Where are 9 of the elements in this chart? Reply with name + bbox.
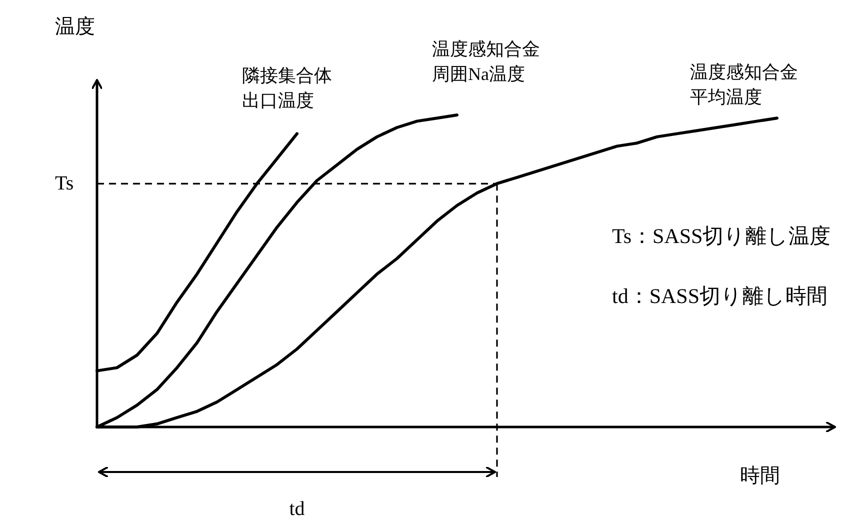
x-axis-title: 時間 xyxy=(740,465,780,487)
ref-line-label: Ts xyxy=(55,172,74,195)
series-label: 温度感知合金周囲Na温度 xyxy=(432,39,540,84)
annotation: Ts：SASS切り離し温度 xyxy=(612,224,831,248)
text: 隣接集合体出口温度 xyxy=(242,66,332,111)
text: td xyxy=(289,498,305,520)
annotation: td：SASS切り離し時間 xyxy=(612,284,828,308)
series-label: 温度感知合金平均温度 xyxy=(690,62,798,108)
y-axis-title: 温度 xyxy=(55,16,95,38)
